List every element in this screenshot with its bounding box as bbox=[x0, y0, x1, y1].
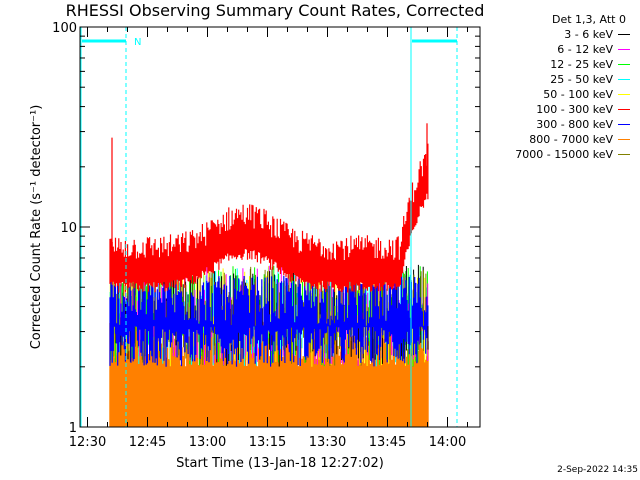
legend-item: 300 - 800 keV bbox=[486, 117, 632, 132]
legend-item: 6 - 12 keV bbox=[486, 42, 632, 57]
legend: Det 1,3, Att 0 3 - 6 keV 6 - 12 keV 12 - 2… bbox=[486, 12, 632, 162]
x-tick-label: 13:00 bbox=[189, 435, 226, 450]
legend-item: 3 - 6 keV bbox=[486, 27, 632, 42]
legend-label: 3 - 6 keV bbox=[564, 28, 613, 41]
legend-label: 800 - 7000 keV bbox=[529, 133, 613, 146]
x-tick-label: 13:30 bbox=[309, 435, 346, 450]
x-tick-label: 14:00 bbox=[429, 435, 466, 450]
legend-label: 25 - 50 keV bbox=[550, 73, 613, 86]
x-axis-label: Start Time (13-Jan-18 12:27:02) bbox=[176, 456, 384, 471]
y-tick-label: 100 bbox=[52, 21, 77, 36]
legend-label: 300 - 800 keV bbox=[536, 118, 613, 131]
legend-swatch bbox=[618, 124, 630, 125]
x-tick-label: 13:15 bbox=[249, 435, 286, 450]
x-tick-label: 12:30 bbox=[69, 435, 106, 450]
legend-item: 100 - 300 keV bbox=[486, 102, 632, 117]
x-tick-label: 13:45 bbox=[369, 435, 406, 450]
trace-blue bbox=[109, 275, 429, 367]
legend-swatch bbox=[618, 79, 630, 80]
legend-item: 25 - 50 keV bbox=[486, 72, 632, 87]
legend-item: 7000 - 15000 keV bbox=[486, 147, 632, 162]
legend-swatch bbox=[618, 109, 630, 110]
trace-red bbox=[109, 143, 429, 293]
legend-item: 12 - 25 keV bbox=[486, 57, 632, 72]
legend-swatch bbox=[618, 94, 630, 95]
legend-swatch bbox=[618, 64, 630, 65]
y-tick-label: 1 bbox=[69, 421, 77, 436]
legend-label: 50 - 100 keV bbox=[543, 88, 613, 101]
footer-date: 2-Sep-2022 14:35 bbox=[557, 465, 638, 475]
legend-swatch bbox=[618, 34, 630, 35]
legend-label: 12 - 25 keV bbox=[550, 58, 613, 71]
legend-header: Det 1,3, Att 0 bbox=[552, 13, 626, 26]
legend-swatch bbox=[618, 154, 630, 155]
legend-item: 50 - 100 keV bbox=[486, 87, 632, 102]
night-marker-label: N bbox=[134, 37, 141, 48]
trace-orange bbox=[109, 306, 429, 427]
chart-title: RHESSI Observing Summary Count Rates, Co… bbox=[65, 1, 485, 20]
legend-label: 100 - 300 keV bbox=[536, 103, 613, 116]
y-axis-label: Corrected Count Rate (s⁻¹ detector⁻¹) bbox=[29, 105, 44, 350]
legend-swatch bbox=[618, 49, 630, 50]
legend-label: 7000 - 15000 keV bbox=[515, 148, 613, 161]
x-tick-label: 12:45 bbox=[129, 435, 166, 450]
legend-label: 6 - 12 keV bbox=[557, 43, 613, 56]
legend-item: 800 - 7000 keV bbox=[486, 132, 632, 147]
legend-swatch bbox=[618, 139, 630, 140]
y-tick-label: 10 bbox=[60, 221, 77, 236]
